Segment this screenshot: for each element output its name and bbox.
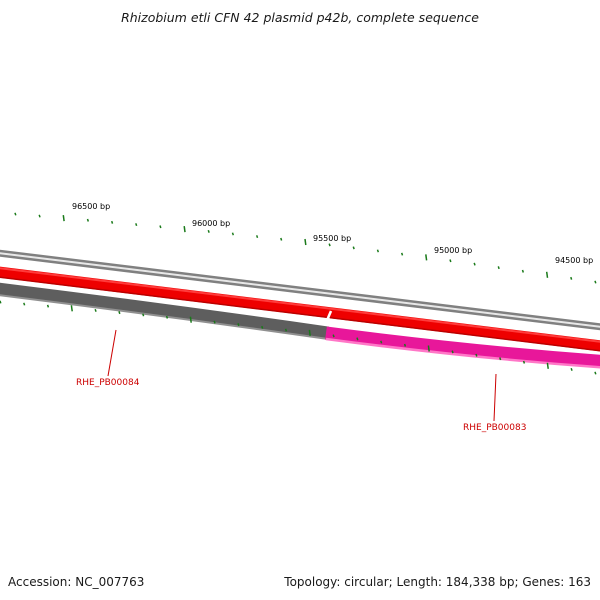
scale-tick (23, 302, 26, 306)
scale-tick (400, 252, 404, 256)
scale-label: 95000 bp (434, 246, 472, 255)
scale-tick (403, 343, 407, 347)
gene-boundary-arrow (326, 310, 335, 326)
scale-tick (499, 357, 502, 361)
scale-label: 96500 bp (72, 202, 110, 211)
scale-tick (135, 223, 138, 227)
forward-gene-highlight (0, 267, 600, 343)
scale-tick (0, 300, 2, 304)
scale-tick (521, 269, 525, 273)
scale-tick (380, 340, 383, 344)
forward-gene-bar (0, 266, 600, 352)
scale-tick (183, 226, 186, 233)
scale-tick (159, 225, 162, 229)
scale-tick (427, 345, 430, 352)
gene-label: RHE_PB00084 (76, 378, 140, 388)
scale-tick (237, 323, 240, 327)
scale-tick (475, 353, 478, 357)
scale-tick (207, 229, 210, 233)
scale-tick (110, 220, 114, 224)
scale-label: 94500 bp (555, 256, 593, 265)
scale-tick (62, 215, 65, 222)
scale-tick (304, 238, 307, 246)
scale-ticks-outer (14, 212, 597, 284)
outer-ring-core (0, 252, 600, 328)
scale-tick (284, 328, 288, 332)
scale-tick (38, 214, 41, 218)
scale-tick (449, 259, 452, 263)
scale-tick (118, 311, 121, 315)
reverse-gene-bar-gray (0, 282, 329, 340)
gene-leader-line (107, 329, 117, 377)
scale-tick (473, 262, 476, 266)
scale-tick (522, 360, 526, 364)
forward-gene-shadow (0, 276, 600, 352)
scale-tick (497, 266, 500, 270)
scale-tick (94, 308, 97, 312)
scale-tick (594, 280, 597, 284)
scale-ticks-inner (0, 300, 597, 375)
scale-tick (570, 276, 573, 280)
scale-tick (545, 271, 549, 278)
scale-tick (231, 232, 235, 236)
scale-tick (546, 362, 549, 369)
accession-text: Accession: NC_007763 (8, 575, 145, 589)
scale-tick (70, 305, 73, 312)
scale-tick (328, 243, 331, 247)
scale-tick (142, 313, 145, 317)
scale-tick (189, 316, 192, 323)
scale-tick (46, 304, 50, 308)
scale-tick (451, 350, 454, 354)
scale-tick (308, 329, 311, 336)
scale-tick (594, 371, 597, 375)
gene-label: RHE_PB00083 (463, 423, 526, 433)
scale-tick (425, 254, 428, 261)
gene-leader-line (493, 373, 497, 422)
scale-tick (356, 337, 359, 341)
scale-tick (261, 325, 264, 329)
scale-label: 96000 bp (192, 219, 230, 228)
scale-tick (376, 249, 380, 253)
scale-tick (352, 246, 355, 250)
scale-tick (165, 315, 169, 319)
map-title: Rhizobium etli CFN 42 plasmid p42b, comp… (121, 10, 479, 25)
reverse-gene-pink-edge (325, 337, 600, 369)
scale-tick (213, 320, 216, 324)
reverse-gene-gray-edge (0, 294, 329, 340)
reverse-gene-bar-pink (325, 326, 600, 368)
scale-tick (332, 334, 335, 338)
topology-summary: Topology: circular; Length: 184,338 bp; … (284, 575, 591, 589)
scale-tick (14, 212, 17, 216)
scale-tick (570, 367, 573, 371)
scale-tick (86, 218, 90, 222)
scale-label: 95500 bp (313, 234, 351, 243)
scale-tick (255, 235, 259, 239)
scale-tick (280, 237, 283, 241)
